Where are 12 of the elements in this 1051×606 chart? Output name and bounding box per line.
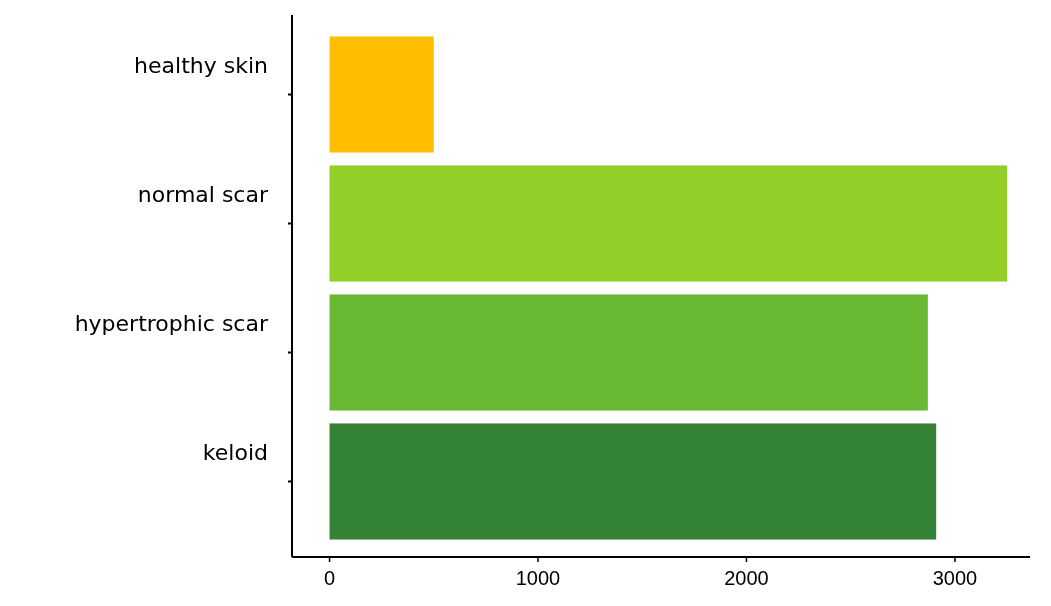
bar <box>329 165 1008 282</box>
bar <box>329 423 937 540</box>
y-tick-label: normal scar <box>137 181 269 207</box>
y-tick-label: hypertrophic scar <box>74 310 269 336</box>
bar <box>329 36 434 153</box>
x-tick-label: 2000 <box>724 567 769 589</box>
x-tick-label: 0 <box>323 567 336 589</box>
y-tick-label: keloid <box>202 439 268 465</box>
bar <box>329 294 928 411</box>
x-tick-label: 3000 <box>932 567 978 589</box>
x-tick-label: 1000 <box>515 567 561 589</box>
y-tick-label: healthy skin <box>134 52 268 78</box>
